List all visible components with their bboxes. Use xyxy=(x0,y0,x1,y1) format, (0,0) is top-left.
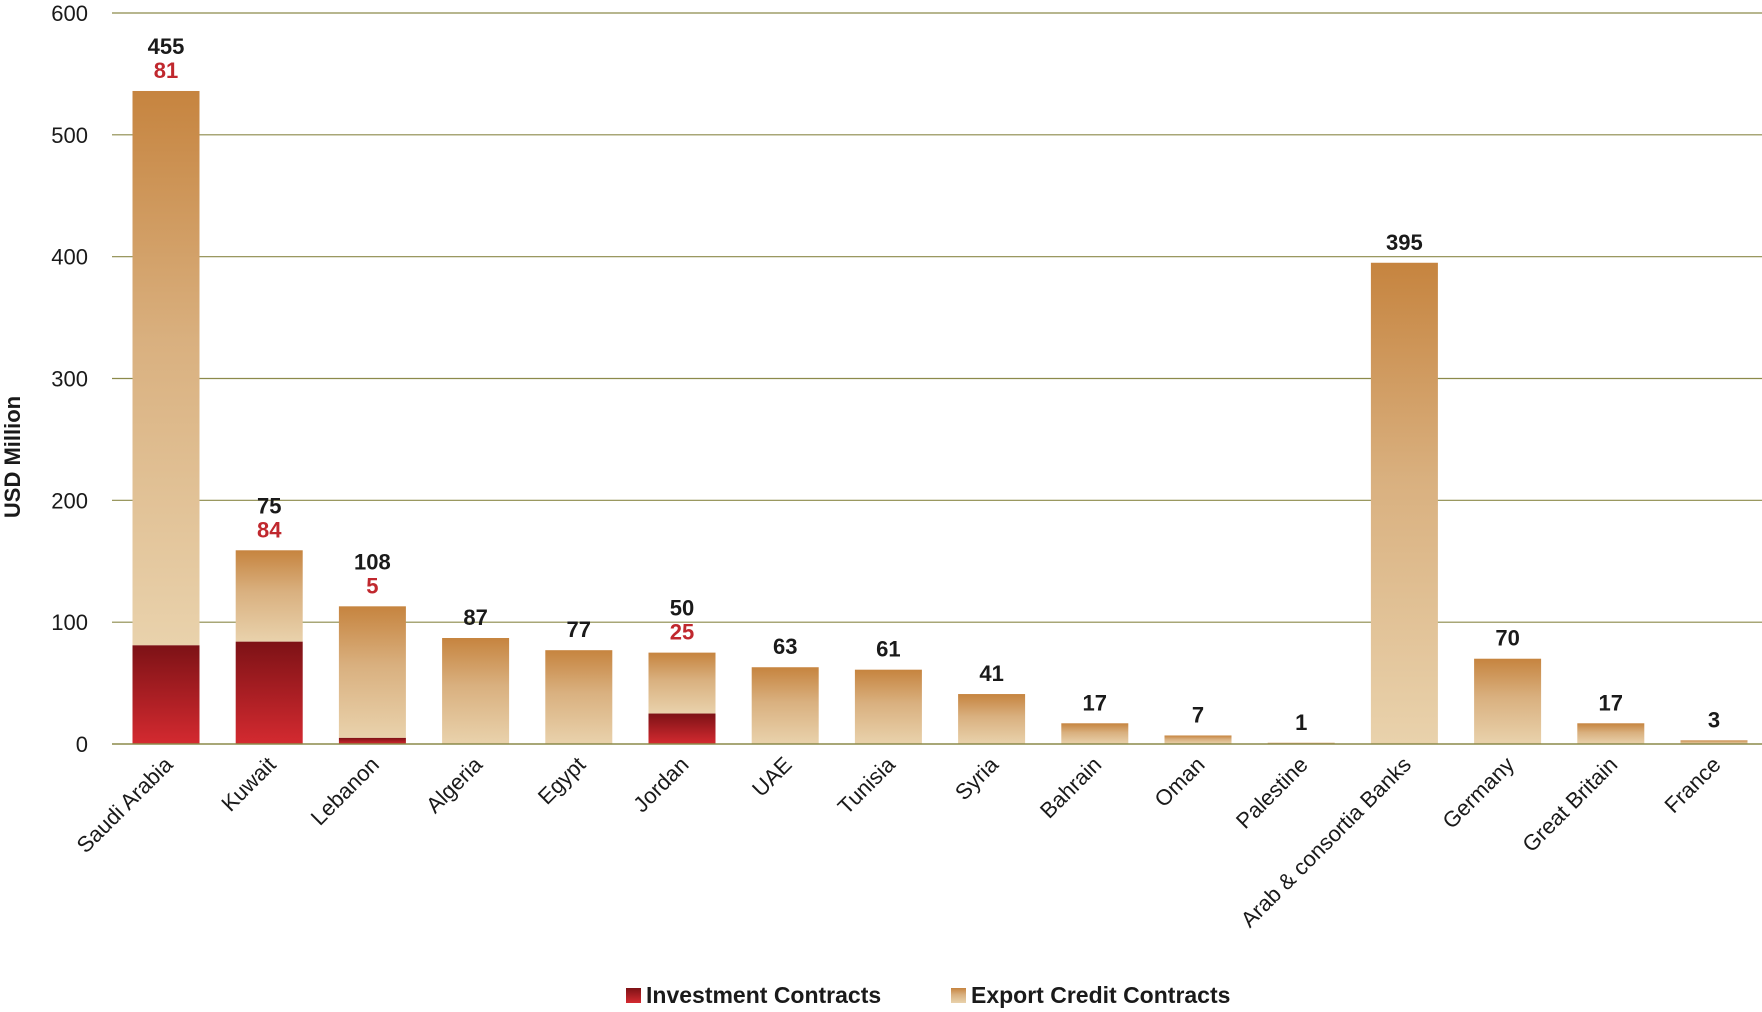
x-tick-label: Syria xyxy=(950,751,1004,805)
bars xyxy=(132,90,1748,744)
legend: Investment Contracts Export Credit Contr… xyxy=(626,982,1230,1008)
x-tick-label: Germany xyxy=(1437,752,1519,834)
legend-swatch-export xyxy=(951,988,966,1003)
x-tick-label: Algeria xyxy=(421,751,488,818)
y-axis-label: USD Million xyxy=(0,396,25,518)
y-tick-label: 200 xyxy=(51,488,88,513)
x-tick-label: Lebanon xyxy=(306,752,384,830)
value-label-export-credit: 77 xyxy=(567,617,591,642)
value-label-investment: 84 xyxy=(257,517,282,542)
value-label-export-credit: 3 xyxy=(1708,707,1720,732)
bar-export-credit xyxy=(132,90,200,646)
value-label-export-credit: 17 xyxy=(1599,690,1623,715)
x-tick-label: France xyxy=(1659,752,1725,818)
value-label-export-credit: 108 xyxy=(354,549,391,574)
gridlines xyxy=(112,12,1762,623)
value-label-export-credit: 17 xyxy=(1083,690,1107,715)
value-label-investment: 5 xyxy=(366,573,378,598)
value-label-export-credit: 50 xyxy=(670,596,694,621)
legend-swatch-investment xyxy=(626,988,641,1003)
bar-export-credit xyxy=(648,652,716,714)
value-label-investment: 81 xyxy=(154,58,178,83)
y-tick-label: 300 xyxy=(51,367,88,392)
value-label-export-credit: 1 xyxy=(1295,710,1307,735)
bar-export-credit xyxy=(442,638,510,744)
bar-investment xyxy=(235,641,303,744)
x-tick-label: Palestine xyxy=(1231,752,1313,834)
legend-label-export: Export Credit Contracts xyxy=(971,982,1230,1008)
x-tick-label: Tunisia xyxy=(833,751,901,819)
legend-label-investment: Investment Contracts xyxy=(646,982,881,1008)
bar-export-credit xyxy=(338,606,406,738)
x-tick-label: Bahrain xyxy=(1035,752,1106,823)
bar-export-credit xyxy=(1061,723,1129,744)
bar-export-credit xyxy=(1164,735,1232,744)
value-label-export-credit: 395 xyxy=(1386,230,1423,255)
bar-export-credit xyxy=(545,650,613,744)
bar-export-credit xyxy=(958,694,1026,744)
value-label-export-credit: 63 xyxy=(773,634,797,659)
x-tick-label: Arab & consortia Banks xyxy=(1236,752,1416,932)
value-label-investment: 25 xyxy=(670,620,694,645)
x-tick-label: UAE xyxy=(747,752,797,802)
y-tick-label: 600 xyxy=(51,1,88,26)
y-tick-label: 400 xyxy=(51,245,88,270)
bar-export-credit xyxy=(1577,723,1645,744)
bar-export-credit xyxy=(1680,740,1748,744)
value-label-export-credit: 7 xyxy=(1192,702,1204,727)
x-tick-label: Oman xyxy=(1149,752,1209,812)
value-label-export-credit: 87 xyxy=(463,605,487,630)
category-labels: Saudi Arabia Kuwait Lebanon Algeria Egypt Jor… xyxy=(72,751,1726,932)
bar-investment xyxy=(338,737,406,744)
x-tick-label: Great Britain xyxy=(1517,752,1622,857)
value-label-export-credit: 455 xyxy=(148,34,185,59)
value-label-export-credit: 61 xyxy=(876,637,900,662)
y-tick-label: 100 xyxy=(51,610,88,635)
x-tick-label: Jordan xyxy=(628,752,693,817)
bar-export-credit xyxy=(235,550,303,642)
y-tick-label: 500 xyxy=(51,123,88,148)
y-tick-label: 0 xyxy=(76,732,88,757)
x-tick-label: Kuwait xyxy=(216,752,280,816)
x-tick-label: Saudi Arabia xyxy=(72,751,178,857)
y-axis-ticks: 0 100 200 300 400 500 600 xyxy=(51,1,88,757)
value-label-export-credit: 75 xyxy=(257,493,281,518)
bar-investment xyxy=(648,713,716,744)
x-tick-label: Egypt xyxy=(533,752,590,809)
bar-investment xyxy=(132,645,200,744)
bar-export-credit xyxy=(751,667,819,744)
bar-export-credit xyxy=(1370,262,1438,744)
value-label-export-credit: 70 xyxy=(1495,626,1519,651)
value-label-export-credit: 41 xyxy=(979,661,1003,686)
bar-export-credit xyxy=(854,669,922,744)
bar-export-credit xyxy=(1474,658,1542,744)
